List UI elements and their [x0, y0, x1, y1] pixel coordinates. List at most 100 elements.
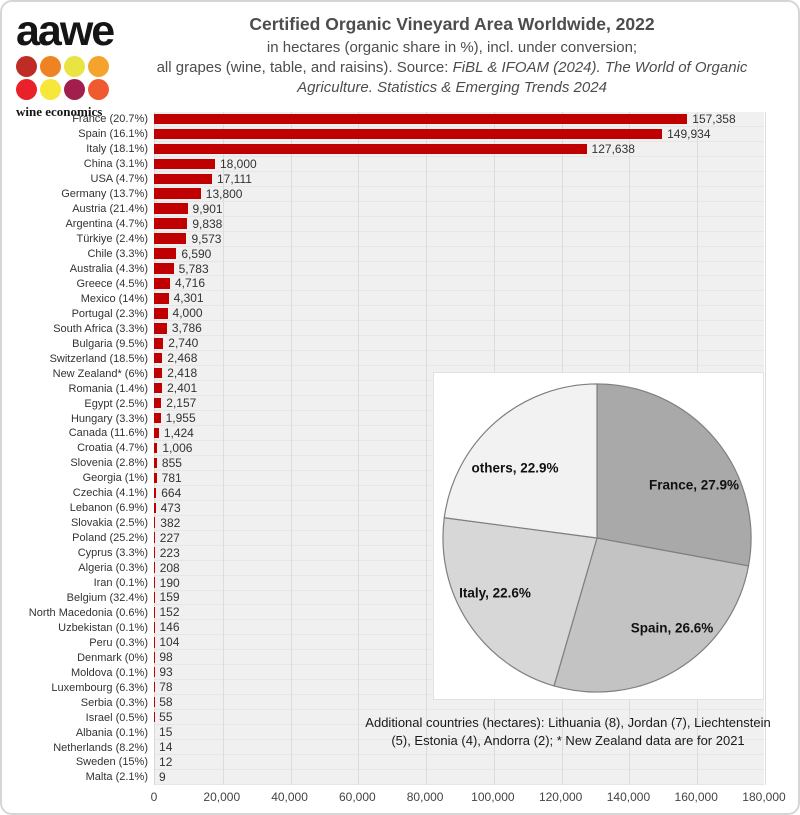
bar-track: 14	[154, 740, 764, 755]
value-label: 2,418	[167, 366, 198, 381]
pie-slice	[596, 383, 752, 567]
bar-track: 5,783	[154, 262, 764, 277]
value-label: 9,901	[192, 201, 223, 216]
category-label: Egypt (2.5%)	[84, 397, 148, 410]
bar-row: China (3.1%) 18,000	[30, 157, 764, 172]
category-label: Austria (21.4%)	[72, 203, 148, 216]
bar	[154, 457, 157, 469]
bar-row: South Africa (3.3%) 3,786	[30, 321, 764, 337]
value-label: 78	[159, 680, 173, 695]
chart-title: Certified Organic Vineyard Area Worldwid…	[249, 14, 655, 34]
bar-track: 2,740	[154, 336, 764, 352]
category-label: Peru (0.3%)	[89, 636, 148, 649]
bar-row: Israel (0.5%) 55	[30, 710, 764, 726]
category-label: Romania (1.4%)	[68, 382, 148, 395]
bar-row: Austria (21.4%) 9,901	[30, 202, 764, 217]
logo-dot	[40, 56, 61, 77]
category-label: Sweden (15%)	[75, 756, 148, 769]
bar	[154, 203, 188, 214]
value-label: 1,955	[165, 411, 196, 426]
bar-row: Spain (16.1%) 149,934	[30, 127, 764, 142]
value-label: 149,934	[667, 126, 711, 141]
x-tick-label: 20,000	[203, 790, 241, 804]
category-label: Iran (0.1%)	[93, 577, 148, 590]
value-label: 1,006	[162, 440, 193, 455]
value-label: 152	[159, 605, 180, 620]
category-label: Chile (3.3%)	[87, 248, 148, 261]
value-label: 664	[161, 485, 182, 500]
value-label: 190	[159, 575, 180, 590]
bar	[154, 113, 688, 125]
value-label: 208	[159, 560, 180, 575]
x-tick-label: 100,000	[471, 790, 515, 804]
bar-track: 4,000	[154, 306, 764, 322]
bar	[154, 442, 158, 454]
value-label: 9,573	[191, 231, 222, 246]
pie-label-italy: Italy, 22.6%	[459, 585, 531, 601]
value-label: 781	[161, 470, 182, 485]
category-label: Argentina (4.7%)	[65, 218, 148, 231]
x-tick-label: 60,000	[338, 790, 376, 804]
category-label: Italy (18.1%)	[86, 143, 148, 156]
bar-row: Malta (2.1%) 9	[30, 770, 764, 785]
value-label: 382	[160, 515, 181, 530]
bar	[154, 233, 187, 244]
bar	[154, 607, 155, 618]
pie-slice	[443, 383, 598, 539]
footnote: Additional countries (hectares): Lithuan…	[365, 715, 771, 749]
subtitle-source-italic: FiBL & IFOAM (2024). The World of Organi…	[297, 58, 748, 96]
x-tick-label: 120,000	[538, 790, 583, 804]
category-label: Netherlands (8.2%)	[53, 741, 148, 754]
subtitle-line-1: in hectares (organic share in %), incl. …	[266, 39, 638, 56]
value-label: 146	[159, 620, 180, 635]
bar	[154, 547, 155, 558]
value-label: 14	[159, 740, 173, 755]
category-label: Portugal (2.3%)	[71, 307, 148, 320]
value-label: 12	[159, 754, 173, 769]
logo-tagline: wine economics	[16, 104, 103, 119]
bar	[154, 382, 163, 394]
logo-dot	[88, 56, 109, 77]
pie-label-france: France, 27.9%	[648, 477, 740, 493]
logo-dot	[16, 56, 37, 77]
bar-row: Bulgaria (9.5%) 2,740	[30, 336, 764, 352]
category-label: Luxembourg (6.3%)	[51, 681, 148, 694]
x-tick-label: 180,000	[742, 790, 786, 804]
value-label: 855	[161, 455, 182, 470]
bar-track: 2,468	[154, 351, 764, 367]
bar	[154, 472, 157, 484]
bar	[154, 278, 170, 289]
x-tick-label: 0	[150, 790, 158, 804]
logo-dot	[40, 79, 61, 100]
bar-row: France (20.7%) 157,358	[30, 112, 764, 127]
bar-row: Greece (4.5%) 4,716	[30, 276, 764, 292]
category-label: Switzerland (18.5%)	[49, 352, 148, 365]
category-label: Albania (0.1%)	[75, 726, 148, 739]
category-label: Uzbekistan (0.1%)	[58, 621, 148, 634]
bar	[154, 263, 174, 274]
bar-track: 9,901	[154, 202, 764, 217]
bar	[154, 562, 155, 573]
bar-row: Chile (3.3%) 6,590	[30, 247, 764, 262]
category-label: Türkiye (2.4%)	[76, 233, 148, 246]
category-label: Czechia (4.1%)	[72, 487, 148, 500]
bar	[154, 517, 156, 528]
header: Certified Organic Vineyard Area Worldwid…	[120, 14, 784, 98]
logo-brand-text: aawe	[16, 7, 115, 55]
bar	[154, 412, 161, 424]
value-label: 2,740	[168, 336, 199, 351]
category-label: USA (4.7%)	[90, 173, 148, 186]
bar	[154, 487, 157, 499]
bar-row: Switzerland (18.5%) 2,468	[30, 351, 764, 367]
value-label: 17,111	[216, 171, 252, 186]
category-label: Mexico (14%)	[80, 292, 148, 305]
value-label: 13,800	[205, 186, 243, 201]
bar	[154, 577, 155, 588]
bar-row: Italy (18.1%) 127,638	[30, 142, 764, 157]
bar-track: 12	[154, 755, 764, 770]
subtitle-line-2: all grapes (wine, table, and raisins). S…	[120, 58, 784, 98]
value-label: 127,638	[591, 141, 635, 156]
value-label: 98	[159, 650, 173, 665]
bar	[154, 218, 188, 229]
category-label: Spain (16.1%)	[78, 128, 148, 141]
